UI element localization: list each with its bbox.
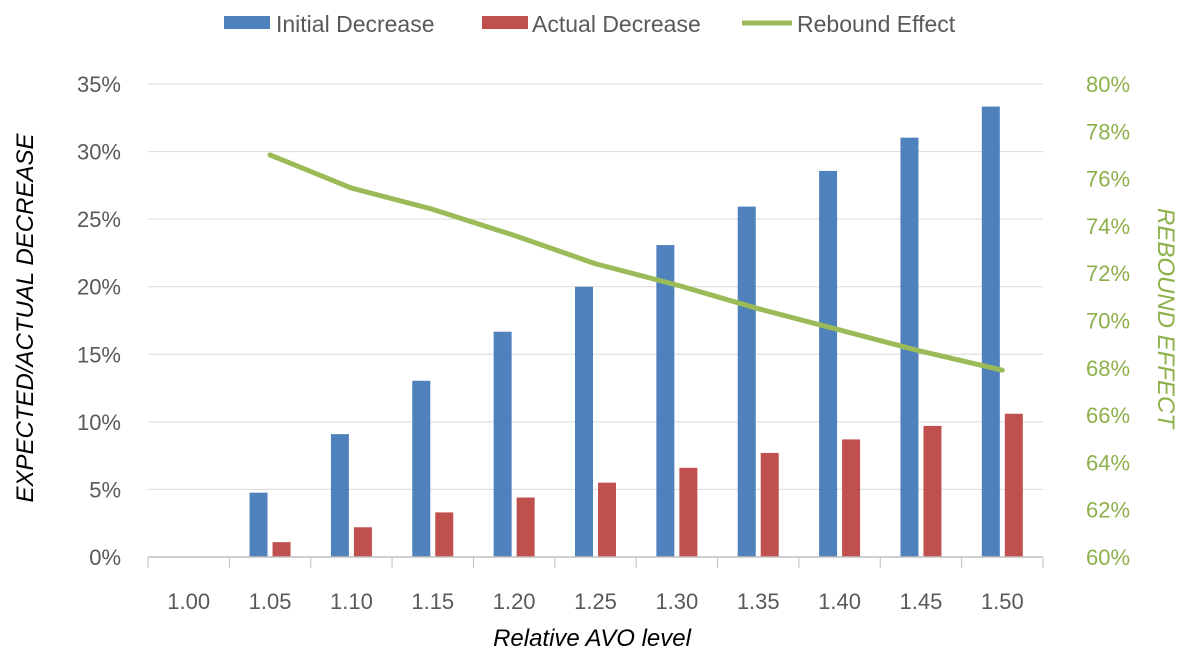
y2-tick-label: 70% <box>1086 309 1130 334</box>
initial-decrease-bar <box>656 245 675 558</box>
y2-tick-label: 74% <box>1086 214 1130 239</box>
legend-label: Initial Decrease <box>276 11 435 37</box>
initial-decrease-bar <box>330 434 349 557</box>
y2-tick-label: 78% <box>1086 119 1130 144</box>
x-tick-label: 1.40 <box>818 589 861 614</box>
y-tick-label: 30% <box>77 140 121 165</box>
legend-label: Rebound Effect <box>797 11 956 37</box>
initial-decrease-bar <box>493 331 512 557</box>
y2-tick-label: 80% <box>1086 72 1130 97</box>
x-tick-label: 1.30 <box>655 589 698 614</box>
y2-tick-label: 64% <box>1086 450 1130 475</box>
y-tick-label: 15% <box>77 342 121 367</box>
initial-decrease-bar <box>412 380 431 557</box>
actual-decrease-bar <box>353 527 372 557</box>
actual-decrease-bar <box>598 482 616 557</box>
x-tick-label: 1.00 <box>167 589 210 614</box>
rebound-line-group <box>267 152 1005 373</box>
legend-label: Actual Decrease <box>532 11 701 37</box>
initial-decrease-bar <box>981 106 1000 558</box>
x-tick-label: 1.25 <box>574 589 617 614</box>
y-tick-label: 0% <box>89 545 121 570</box>
x-axis-ticks: 1.00 1.05 1.10 1.15 1.20 1.25 1.30 1.35 1.40 1.45… <box>167 589 1023 614</box>
y-tick-label: 5% <box>89 477 121 502</box>
y2-tick-label: 66% <box>1086 403 1130 428</box>
rebound-effect-line <box>267 152 1005 373</box>
actual-decrease-bar <box>679 467 698 557</box>
y-axis-title: EXPECTED/ACTUAL DECREASE <box>12 133 39 503</box>
x-tick-label: 1.05 <box>249 589 292 614</box>
y2-tick-label: 60% <box>1086 545 1130 570</box>
gridlines <box>148 83 1043 490</box>
y-tick-label: 25% <box>77 207 121 232</box>
legend-swatch <box>224 16 270 29</box>
y-tick-label: 35% <box>77 72 121 97</box>
right-axis-ticks: 60% 62% 64% 66% 68% 70% 72% 74% 76% 78% 80% <box>1086 72 1130 570</box>
bars-group <box>249 106 1023 558</box>
x-tick-label: 1.10 <box>330 589 373 614</box>
initial-decrease-bar <box>249 492 268 557</box>
y-tick-label: 20% <box>77 275 121 300</box>
initial-decrease-bar <box>575 286 593 557</box>
y2-tick-label: 72% <box>1086 261 1130 286</box>
x-tick-label: 1.35 <box>737 589 780 614</box>
x-tick-label: 1.45 <box>900 589 943 614</box>
legend: Initial Decrease Actual Decrease Rebound E… <box>224 11 956 37</box>
actual-decrease-bar <box>1004 413 1023 557</box>
x-tick-label: 1.20 <box>493 589 536 614</box>
initial-decrease-bar <box>737 206 756 557</box>
actual-decrease-bar <box>272 542 291 557</box>
legend-swatch <box>482 16 528 29</box>
actual-decrease-bar <box>435 512 454 557</box>
y2-axis-title: REBOUND EFFECT <box>1152 208 1179 430</box>
x-tick-label: 1.15 <box>411 589 454 614</box>
actual-decrease-bar <box>516 497 535 557</box>
y2-tick-label: 68% <box>1086 356 1130 381</box>
y2-tick-label: 62% <box>1086 498 1130 523</box>
actual-decrease-bar <box>923 425 942 557</box>
initial-decrease-bar <box>819 170 838 557</box>
actual-decrease-bar <box>760 452 779 557</box>
left-axis-ticks: 0% 5% 10% 15% 20% 25% 30% 35% <box>77 72 121 570</box>
axes <box>147 556 1044 568</box>
y2-tick-label: 76% <box>1086 167 1130 192</box>
y-tick-label: 10% <box>77 410 121 435</box>
actual-decrease-bar <box>842 439 861 557</box>
x-axis-title: Relative AVO level <box>493 625 692 652</box>
x-tick-label: 1.50 <box>981 589 1024 614</box>
